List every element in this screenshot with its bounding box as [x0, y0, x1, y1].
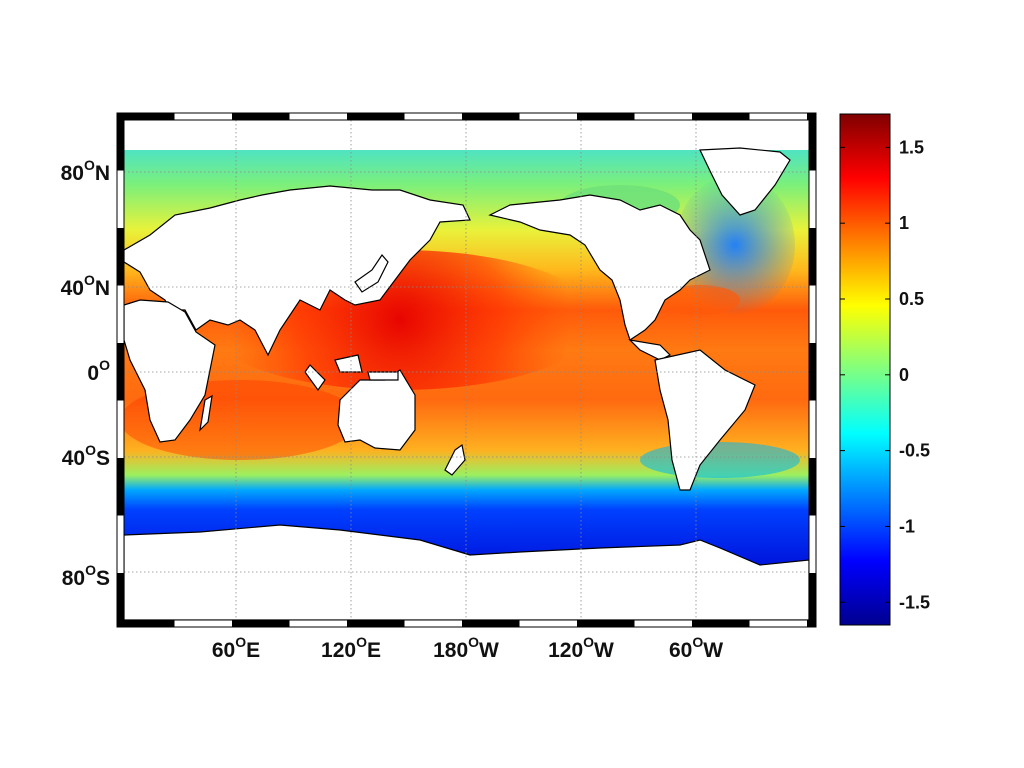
frame-segment: [809, 400, 816, 458]
frame-segment: [117, 620, 175, 627]
frame-segment: [519, 113, 577, 120]
frame-segment: [117, 228, 124, 286]
lon-label-3: 120OW: [548, 634, 614, 662]
frame-segment: [692, 620, 750, 627]
frame-segment: [174, 113, 232, 120]
lat-label-2: 0O: [87, 357, 110, 385]
frame-segment: [232, 113, 290, 120]
lon-label-0: 60OE: [212, 634, 260, 662]
frame-segment: [809, 113, 816, 171]
frame-segment: [577, 620, 635, 627]
frame-segment: [117, 400, 124, 458]
lon-label-2: 180OW: [433, 634, 499, 662]
frame-segment: [809, 343, 816, 401]
frame-segment: [117, 170, 124, 228]
grid: [124, 120, 809, 620]
lon-label-1: 120OE: [321, 634, 381, 662]
frame-segment: [749, 113, 807, 120]
lat-label-1: 40ON: [61, 272, 110, 300]
land: [124, 147, 809, 620]
cb-label-2: 0.5: [899, 289, 924, 309]
frame-segment: [289, 113, 347, 120]
ocean-field: [124, 120, 809, 620]
frame-segment: [117, 113, 124, 171]
frame-segment: [462, 620, 520, 627]
frame-segment: [577, 113, 635, 120]
frame-segment: [117, 458, 124, 516]
frame-segment: [634, 620, 692, 627]
cb-label-1: 1: [899, 213, 909, 233]
frame-segment: [809, 285, 816, 343]
frame-segment: [809, 458, 816, 516]
cb-label-3: 0: [899, 365, 909, 385]
colorbar-labels: 1.5 1 0.5 0 -0.5 -1 -1.5: [899, 137, 930, 612]
frame-segment: [117, 343, 124, 401]
frame-segment: [289, 620, 347, 627]
frame-segment: [347, 620, 405, 627]
map-frame: [116, 112, 817, 628]
frame-segment: [692, 113, 750, 120]
colorbar: 1.5 1 0.5 0 -0.5 -1 -1.5: [839, 113, 930, 626]
frame-segment: [174, 620, 232, 627]
frame-segment: [519, 620, 577, 627]
frame-segment: [634, 113, 692, 120]
frame-segment: [117, 515, 124, 573]
lat-label-3: 40OS: [62, 442, 110, 470]
latitude-labels: 80ON 40ON 0O 40OS 80OS: [61, 157, 111, 590]
frame-segment: [462, 113, 520, 120]
frame-segment: [347, 113, 405, 120]
frame-segment: [809, 515, 816, 573]
frame-segment: [749, 620, 807, 627]
lat-label-4: 80OS: [62, 562, 110, 590]
frame-segment: [232, 620, 290, 627]
frame-segment: [404, 113, 462, 120]
cb-label-0: 1.5: [899, 137, 924, 157]
cb-label-4: -0.5: [899, 441, 930, 461]
frame-segment: [809, 573, 816, 627]
frame-segment: [117, 113, 175, 120]
frame-inner-outline: [123, 119, 810, 621]
frame-segment: [117, 573, 124, 627]
longitude-labels: 60OE 120OE 180OW 120OW 60OW: [212, 634, 723, 662]
lat-label-0: 80ON: [61, 157, 110, 185]
frame-outline: [116, 112, 817, 628]
frame-segment: [404, 620, 462, 627]
frame-segment: [809, 228, 816, 286]
frame-segment: [117, 285, 124, 343]
lon-label-4: 60OW: [669, 634, 723, 662]
cb-label-5: -1: [899, 516, 915, 536]
cb-label-6: -1.5: [899, 592, 930, 612]
colorbar-ticks: [840, 146, 890, 603]
frame-segment: [809, 170, 816, 228]
colorbar-gradient: [839, 113, 891, 626]
